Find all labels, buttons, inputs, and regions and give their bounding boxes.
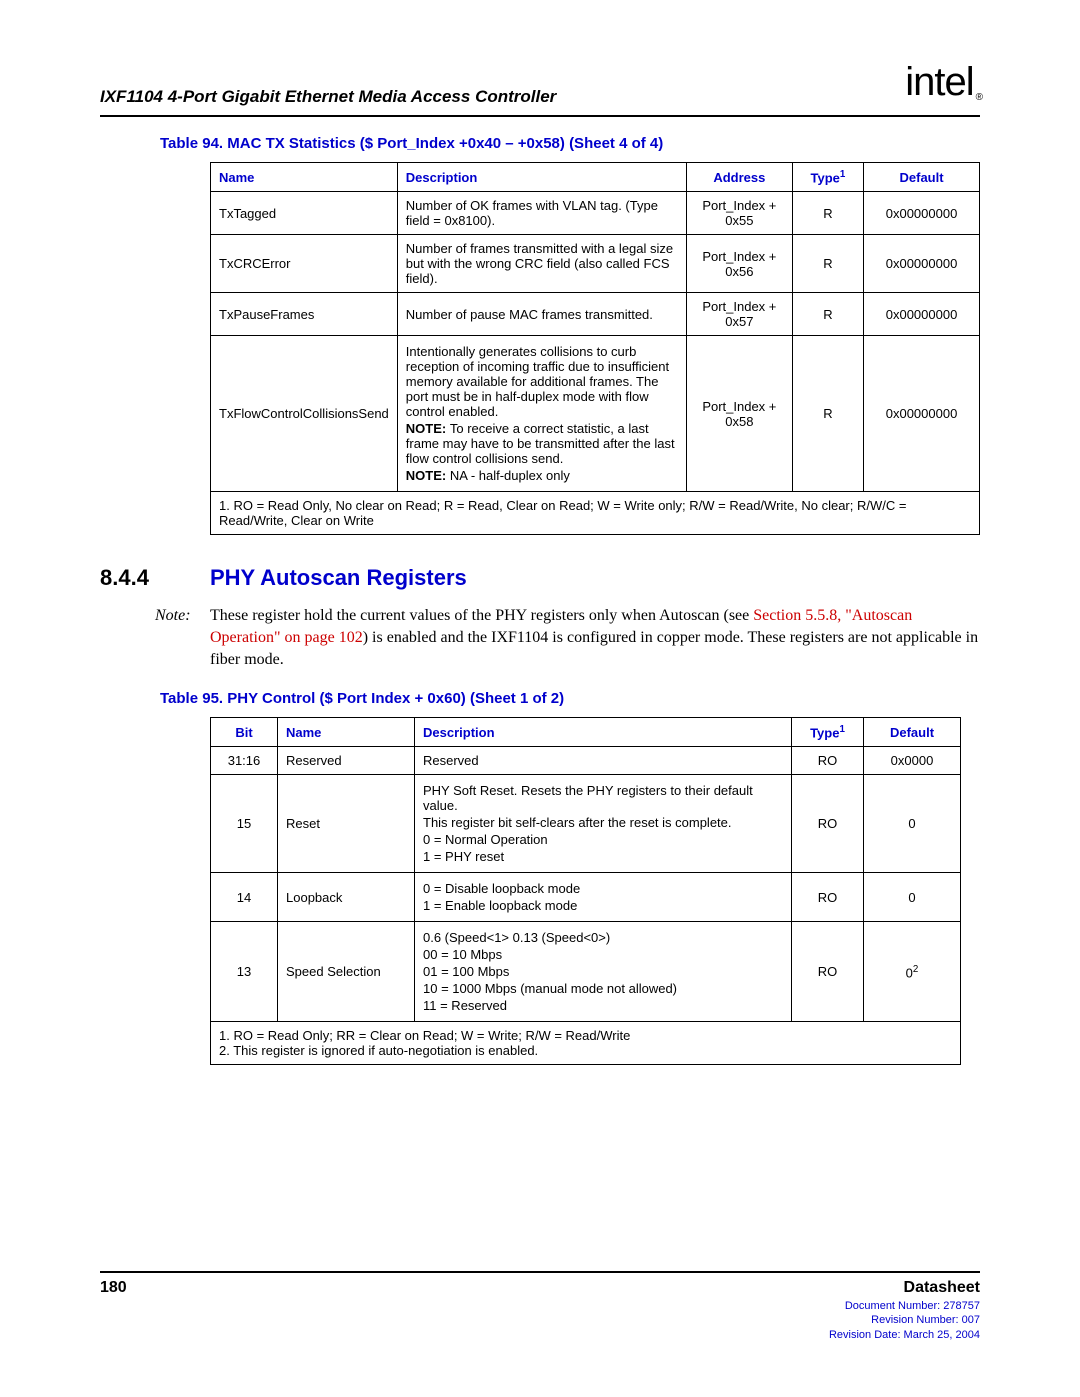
- cell-bit: 31:16: [211, 747, 278, 775]
- cell-name: TxTagged: [211, 192, 398, 235]
- page-number: 180: [100, 1279, 127, 1297]
- cell-desc: 0.6 (Speed<1> 0.13 (Speed<0>) 00 = 10 Mb…: [415, 922, 792, 1022]
- th-desc: Description: [415, 718, 792, 747]
- table95-footnote: 1. RO = Read Only; RR = Clear on Read; W…: [211, 1022, 961, 1065]
- cell-type: R: [792, 192, 863, 235]
- table-row: TxPauseFrames Number of pause MAC frames…: [211, 293, 980, 336]
- cell-default: 0: [864, 775, 961, 873]
- cell-type: R: [792, 293, 863, 336]
- note-label: Note:: [155, 605, 210, 670]
- cell-desc: Number of OK frames with VLAN tag. (Type…: [397, 192, 686, 235]
- table-row: 14 Loopback 0 = Disable loopback mode 1 …: [211, 873, 961, 922]
- cell-default: 0x00000000: [864, 293, 980, 336]
- cell-name: Reset: [278, 775, 415, 873]
- cell-name: TxPauseFrames: [211, 293, 398, 336]
- doc-title: IXF1104 4-Port Gigabit Ethernet Media Ac…: [100, 87, 556, 107]
- cell-addr: Port_Index + 0x57: [686, 293, 792, 336]
- table95-title: Table 95. PHY Control ($ Port Index + 0x…: [160, 690, 980, 707]
- header-rule: [100, 115, 980, 117]
- footer-rule: [100, 1271, 980, 1273]
- cell-default: 02: [864, 922, 961, 1022]
- cell-addr: Port_Index + 0x56: [686, 235, 792, 293]
- cell-addr: Port_Index + 0x58: [686, 336, 792, 492]
- cell-default: 0: [864, 873, 961, 922]
- cell-type: RO: [792, 747, 864, 775]
- cell-bit: 14: [211, 873, 278, 922]
- cell-bit: 15: [211, 775, 278, 873]
- th-addr: Address: [686, 163, 792, 192]
- th-type: Type1: [792, 163, 863, 192]
- section-title: PHY Autoscan Registers: [210, 565, 467, 591]
- cell-desc: Intentionally generates collisions to cu…: [397, 336, 686, 492]
- table-row: 15 Reset PHY Soft Reset. Resets the PHY …: [211, 775, 961, 873]
- th-name: Name: [211, 163, 398, 192]
- cell-type: R: [792, 235, 863, 293]
- table-row: 13 Speed Selection 0.6 (Speed<1> 0.13 (S…: [211, 922, 961, 1022]
- page-footer: 180 Datasheet Document Number: 278757 Re…: [100, 1263, 980, 1342]
- th-bit: Bit: [211, 718, 278, 747]
- intel-logo: intel®: [905, 60, 980, 107]
- cell-default: 0x0000: [864, 747, 961, 775]
- cell-type: R: [792, 336, 863, 492]
- cell-desc: Number of frames transmitted with a lega…: [397, 235, 686, 293]
- cell-desc: 0 = Disable loopback mode 1 = Enable loo…: [415, 873, 792, 922]
- cell-desc: Number of pause MAC frames transmitted.: [397, 293, 686, 336]
- note-body: These register hold the current values o…: [210, 605, 980, 670]
- table-row: 31:16 Reserved Reserved RO 0x0000: [211, 747, 961, 775]
- table-row: TxCRCError Number of frames transmitted …: [211, 235, 980, 293]
- th-type: Type1: [792, 718, 864, 747]
- th-default: Default: [864, 718, 961, 747]
- cell-name: TxCRCError: [211, 235, 398, 293]
- table94-footnote: 1. RO = Read Only, No clear on Read; R =…: [211, 492, 980, 535]
- cell-bit: 13: [211, 922, 278, 1022]
- footer-meta: Document Number: 278757 Revision Number:…: [829, 1299, 980, 1342]
- cell-name: Loopback: [278, 873, 415, 922]
- cell-type: RO: [792, 775, 864, 873]
- table95: Bit Name Description Type1 Default 31:16…: [210, 717, 961, 1065]
- cell-default: 0x00000000: [864, 235, 980, 293]
- cell-name: Reserved: [278, 747, 415, 775]
- table-row: TxTagged Number of OK frames with VLAN t…: [211, 192, 980, 235]
- cell-name: TxFlowControlCollisionsSend: [211, 336, 398, 492]
- table-row: TxFlowControlCollisionsSend Intentionall…: [211, 336, 980, 492]
- cell-type: RO: [792, 922, 864, 1022]
- cell-desc: Reserved: [415, 747, 792, 775]
- cell-addr: Port_Index + 0x55: [686, 192, 792, 235]
- cell-default: 0x00000000: [864, 336, 980, 492]
- cell-type: RO: [792, 873, 864, 922]
- logo-reg: ®: [976, 92, 982, 103]
- section-number: 8.4.4: [100, 565, 210, 591]
- cell-default: 0x00000000: [864, 192, 980, 235]
- table94: Name Description Address Type1 Default T…: [210, 162, 980, 535]
- datasheet-label: Datasheet: [829, 1279, 980, 1297]
- th-name: Name: [278, 718, 415, 747]
- th-desc: Description: [397, 163, 686, 192]
- th-default: Default: [864, 163, 980, 192]
- cell-name: Speed Selection: [278, 922, 415, 1022]
- table94-title: Table 94. MAC TX Statistics ($ Port_Inde…: [160, 135, 980, 152]
- cell-desc: PHY Soft Reset. Resets the PHY registers…: [415, 775, 792, 873]
